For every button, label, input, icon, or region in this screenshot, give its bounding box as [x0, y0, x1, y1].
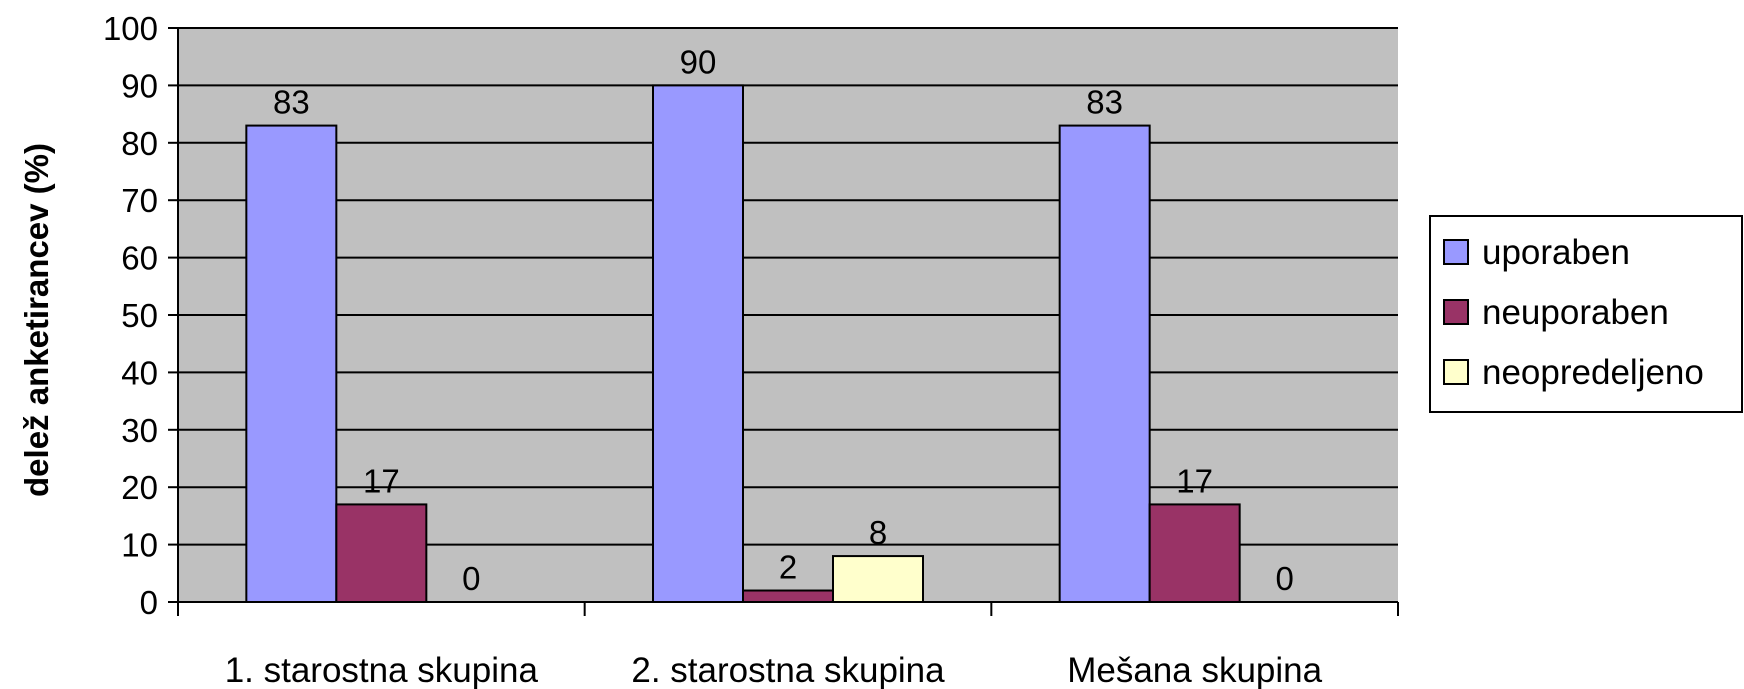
y-tick-label: 0 — [140, 584, 158, 621]
legend-swatch — [1443, 239, 1469, 265]
bar — [1058, 124, 1151, 604]
bar — [742, 589, 834, 604]
legend-items: uporaben neuporaben neopredeljeno — [1443, 233, 1704, 392]
data-label: 90 — [680, 43, 717, 80]
y-tick-label: 10 — [121, 527, 158, 564]
legend-swatch — [1443, 359, 1469, 385]
x-category-label: Mešana skupina — [1067, 651, 1322, 689]
bars — [245, 84, 1241, 604]
data-label: 83 — [1086, 84, 1123, 121]
y-tick-label: 60 — [121, 240, 158, 277]
bar — [335, 503, 428, 604]
legend-label: neopredeljeno — [1482, 353, 1704, 392]
data-label: 17 — [363, 462, 400, 499]
x-ticks: 1. starostna skupina 2. starostna skupina… — [177, 602, 1399, 689]
data-label: 17 — [1176, 462, 1213, 499]
data-label: 83 — [273, 84, 310, 121]
data-label: 2 — [779, 549, 797, 586]
bar — [245, 124, 338, 604]
legend: uporaben neuporaben neopredeljeno — [1429, 215, 1743, 413]
bar — [1148, 503, 1241, 604]
y-tick-label: 90 — [121, 67, 158, 104]
x-category-label: 1. starostna skupina — [225, 651, 539, 689]
legend-swatch — [1443, 299, 1469, 325]
legend-label: uporaben — [1482, 233, 1630, 272]
y-tick-label: 80 — [121, 125, 158, 162]
y-tick-label: 20 — [121, 469, 158, 506]
y-tick-label: 30 — [121, 412, 158, 449]
data-label: 0 — [462, 560, 480, 597]
y-tick-label: 40 — [121, 354, 158, 391]
legend-box — [1429, 215, 1743, 413]
y-axis-title: delež anketirancev (%) — [18, 143, 55, 497]
legend-label: neuporaben — [1482, 293, 1669, 332]
bar — [832, 555, 924, 604]
y-tick-label: 50 — [121, 297, 158, 334]
gridlines — [178, 27, 1398, 546]
y-ticks: 0 10 20 30 40 50 60 70 80 90 100 — [103, 10, 178, 621]
y-tick-label: 100 — [103, 10, 158, 47]
bar — [652, 84, 744, 603]
data-labels: 83 90 83 17 2 17 0 8 0 — [273, 43, 1294, 597]
x-category-label: 2. starostna skupina — [631, 651, 945, 689]
data-label: 8 — [869, 514, 887, 551]
data-label: 0 — [1275, 560, 1293, 597]
y-tick-label: 70 — [121, 182, 158, 219]
